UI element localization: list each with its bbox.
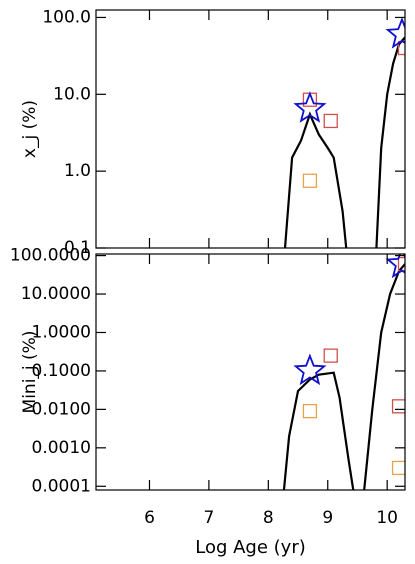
y-tick-label: 0.0010	[32, 438, 91, 458]
axes-frame	[95, 253, 406, 491]
y-tick-label: 10.0	[53, 84, 91, 104]
axes-frame	[95, 9, 406, 249]
y-tick-label: 0.0100	[32, 399, 91, 419]
data-line	[282, 263, 405, 490]
star-marker	[293, 353, 327, 386]
x-axis-label: Log Age (yr)	[195, 537, 306, 558]
star-marker	[293, 91, 327, 123]
y-tick-label: 1.0000	[32, 322, 91, 342]
x-tick-label: 6	[144, 508, 155, 528]
plot-area	[283, 17, 405, 248]
y-tick-label: 100.0	[42, 7, 91, 27]
square-marker	[397, 40, 405, 56]
y-tick-label: 0.0001	[32, 476, 91, 496]
x-tick-label: 10	[376, 508, 398, 528]
y-tick-label: 100.0000	[10, 246, 91, 266]
square-marker	[391, 460, 405, 476]
x-tick-label: 8	[263, 508, 274, 528]
square-marker	[323, 113, 338, 129]
y-tick-label: 0.1000	[32, 361, 91, 381]
x-tick-label: 9	[322, 508, 333, 528]
square-marker	[302, 403, 318, 419]
square-marker	[323, 348, 338, 363]
y-axis-label: x_j (%)	[20, 100, 40, 158]
star-marker	[385, 17, 405, 49]
data-line	[283, 36, 405, 248]
y-tick-label: 1.0	[64, 161, 91, 181]
star-marker	[385, 254, 405, 279]
y-tick-label: 0.1	[64, 238, 91, 258]
square-marker	[391, 399, 405, 414]
y-axis-label: Mini_j (%)	[20, 331, 40, 414]
square-marker	[302, 173, 318, 188]
square-marker	[397, 256, 405, 272]
plot-area	[282, 254, 405, 490]
y-tick-label: 10.0000	[21, 284, 91, 304]
x-tick-label: 7	[203, 508, 214, 528]
